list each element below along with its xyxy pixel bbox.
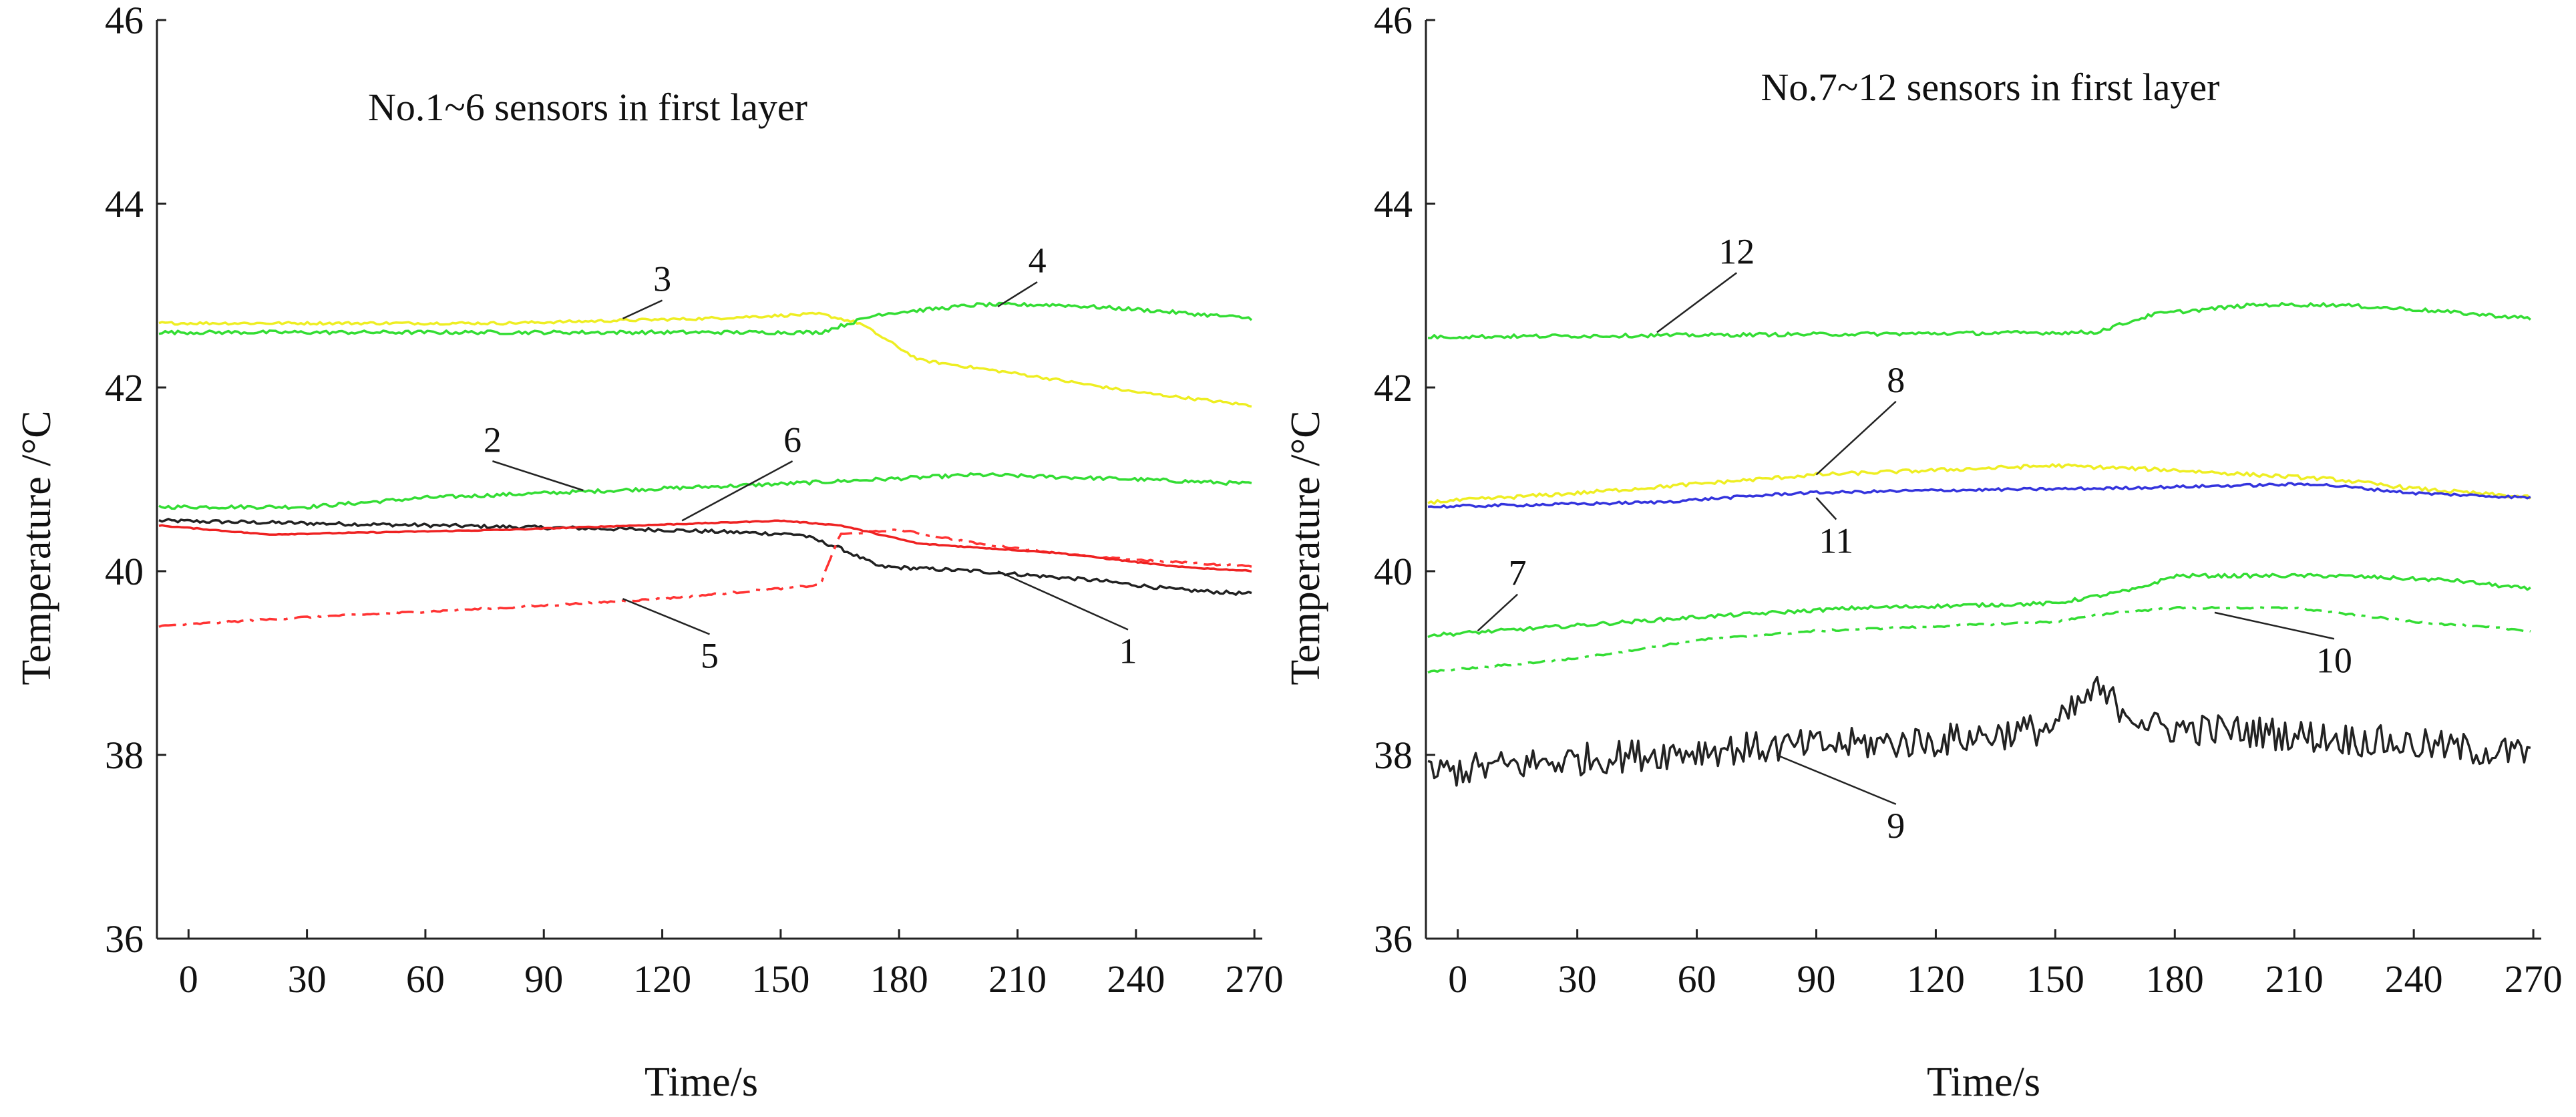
left-callout-label-3: 3 bbox=[653, 259, 671, 299]
right-callout-label-8: 8 bbox=[1887, 360, 1905, 400]
left-callout-leader-4 bbox=[997, 281, 1038, 308]
right-y-tick-label: 40 bbox=[1374, 550, 1413, 593]
left-callout-label-6: 6 bbox=[783, 420, 801, 460]
right-callout-label-7: 7 bbox=[1509, 553, 1527, 593]
right-callout-label-12: 12 bbox=[1718, 231, 1755, 271]
right-callout-label-11: 11 bbox=[1819, 521, 1853, 561]
left-callout-leader-1 bbox=[997, 570, 1129, 631]
right-x-tick-label: 120 bbox=[1907, 957, 1965, 1001]
right-callout-label-10: 10 bbox=[2316, 640, 2352, 680]
left-callout-label-1: 1 bbox=[1119, 631, 1137, 671]
right-series-line-12 bbox=[1427, 301, 2531, 340]
left-y-axis-title: Temperature /°C bbox=[14, 410, 59, 685]
left-x-tick-label: 60 bbox=[406, 957, 445, 1001]
left-chart-title: No.1~6 sensors in first layer bbox=[368, 86, 807, 129]
right-x-tick-label: 90 bbox=[1797, 957, 1836, 1001]
left-x-tick-label: 120 bbox=[633, 957, 691, 1001]
left-y-tick-label: 44 bbox=[105, 182, 144, 226]
right-y-tick-label: 42 bbox=[1374, 366, 1413, 410]
right-x-tick-label: 0 bbox=[1448, 957, 1467, 1001]
left-callout-leader-3 bbox=[622, 299, 663, 320]
right-y-axis-title: Temperature /°C bbox=[1283, 410, 1328, 685]
left-series-line-6 bbox=[158, 519, 1252, 573]
right-callout-leader-11 bbox=[1815, 497, 1837, 520]
right-x-tick-label: 270 bbox=[2505, 957, 2563, 1001]
right-x-tick-label: 210 bbox=[2265, 957, 2324, 1001]
left-x-tick-label: 90 bbox=[524, 957, 563, 1001]
left-y-tick-label: 46 bbox=[105, 0, 144, 42]
left-series-line-1 bbox=[158, 518, 1252, 596]
left-callout-leader-5 bbox=[622, 598, 710, 635]
right-chart-title: No.7~12 sensors in first layer bbox=[1761, 65, 2220, 109]
right-x-tick-label: 30 bbox=[1558, 957, 1597, 1001]
right-series-line-8 bbox=[1427, 463, 2532, 505]
right-chart-panel: No.7~12 sensors in first layer Time/s Te… bbox=[1283, 0, 2563, 1105]
right-y-tick-label: 44 bbox=[1374, 182, 1413, 226]
left-x-tick-label: 240 bbox=[1107, 957, 1165, 1001]
right-series-line-9 bbox=[1427, 675, 2531, 787]
left-x-tick-label: 210 bbox=[988, 957, 1047, 1001]
left-x-tick-label: 180 bbox=[870, 957, 928, 1001]
right-x-axis-title: Time/s bbox=[1927, 1060, 2040, 1105]
left-series-line-4 bbox=[158, 301, 1253, 335]
right-callout-leader-8 bbox=[1815, 400, 1897, 476]
right-y-tick-label: 46 bbox=[1374, 0, 1413, 42]
right-x-tick-label: 180 bbox=[2146, 957, 2204, 1001]
left-x-tick-label: 30 bbox=[288, 957, 327, 1001]
right-callout-label-9: 9 bbox=[1887, 806, 1905, 846]
left-y-tick-label: 42 bbox=[105, 366, 144, 410]
right-y-tick-label: 38 bbox=[1374, 734, 1413, 777]
right-x-tick-label: 240 bbox=[2385, 957, 2443, 1001]
left-y-tick-label: 36 bbox=[105, 917, 144, 961]
right-series-line-10 bbox=[1427, 605, 2531, 674]
left-x-tick-label: 270 bbox=[1226, 957, 1284, 1001]
right-series-line-11 bbox=[1427, 482, 2531, 509]
left-y-tick-label: 40 bbox=[105, 550, 144, 593]
left-y-tick-label: 38 bbox=[105, 734, 144, 777]
left-callout-label-5: 5 bbox=[701, 635, 719, 675]
right-callout-leader-7 bbox=[1477, 593, 1519, 632]
right-callout-leader-12 bbox=[1656, 272, 1737, 333]
left-series-line-2 bbox=[158, 472, 1252, 510]
right-callout-leader-9 bbox=[1776, 754, 1897, 805]
left-callout-leader-6 bbox=[681, 460, 793, 522]
right-x-tick-label: 60 bbox=[1678, 957, 1716, 1001]
left-callout-label-2: 2 bbox=[484, 420, 502, 460]
left-series-line-3 bbox=[158, 311, 1252, 408]
right-x-tick-label: 150 bbox=[2026, 957, 2084, 1001]
left-callout-leader-2 bbox=[492, 460, 584, 492]
left-x-axis-title: Time/s bbox=[645, 1060, 758, 1105]
right-series-line-7 bbox=[1427, 573, 2531, 639]
left-callout-label-4: 4 bbox=[1029, 241, 1047, 281]
left-x-tick-label: 150 bbox=[751, 957, 809, 1001]
left-x-tick-label: 0 bbox=[179, 957, 198, 1001]
right-y-tick-label: 36 bbox=[1374, 917, 1413, 961]
right-callout-leader-10 bbox=[2214, 611, 2335, 640]
left-chart-panel: No.1~6 sensors in first layer Time/s Tem… bbox=[14, 0, 1284, 1105]
